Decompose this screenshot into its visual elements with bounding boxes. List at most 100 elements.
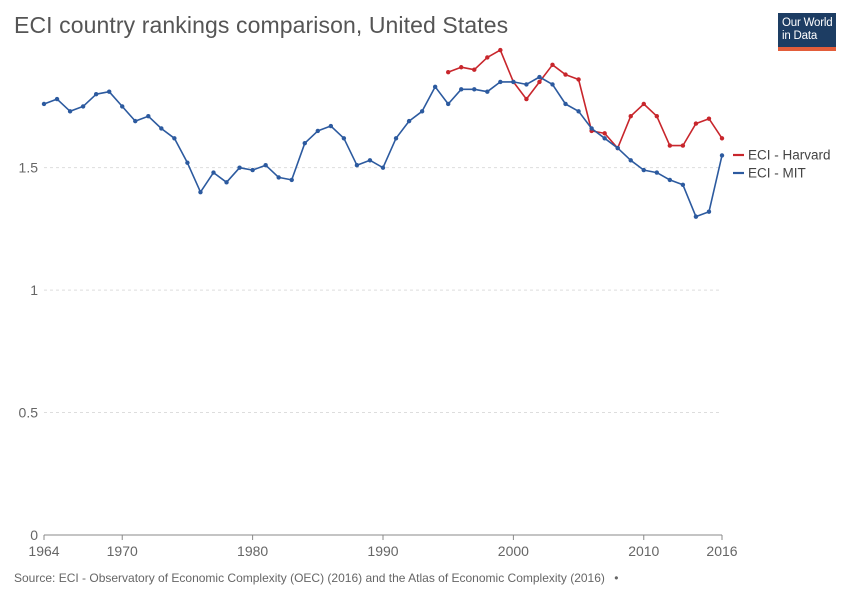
data-point-eci-harvard xyxy=(563,72,568,77)
data-point-eci-mit xyxy=(315,128,321,134)
y-tick-label: 1 xyxy=(30,282,38,298)
data-point-eci-mit xyxy=(263,163,268,168)
data-point-eci-mit xyxy=(406,118,412,124)
data-point-eci-mit xyxy=(563,101,568,107)
x-tick-label: 2016 xyxy=(706,543,737,559)
data-point-eci-mit xyxy=(576,109,581,114)
data-point-eci-mit xyxy=(641,167,646,173)
data-point-eci-mit xyxy=(432,84,438,90)
data-point-eci-harvard xyxy=(537,79,542,85)
data-point-eci-mit xyxy=(380,165,386,170)
data-point-eci-mit xyxy=(485,89,490,94)
source-dot: • xyxy=(614,571,619,585)
y-tick-label: 0.5 xyxy=(19,405,39,421)
series-line-eci-mit xyxy=(43,76,723,218)
data-point-eci-mit xyxy=(706,209,712,214)
y-tick-label: 1.5 xyxy=(19,160,39,176)
data-point-eci-mit xyxy=(589,126,594,131)
data-point-eci-mit xyxy=(615,145,620,151)
series-lines xyxy=(41,47,725,219)
y-tick-label: 0 xyxy=(30,527,38,543)
data-point-eci-harvard xyxy=(693,121,699,126)
data-point-eci-mit xyxy=(250,167,255,173)
data-point-eci-harvard xyxy=(550,62,555,67)
data-point-eci-mit xyxy=(80,104,86,109)
series-line-eci-harvard xyxy=(447,49,723,149)
data-point-eci-mit xyxy=(667,177,673,183)
data-point-eci-mit xyxy=(276,175,281,180)
data-point-eci-harvard xyxy=(576,77,581,82)
data-point-eci-harvard xyxy=(641,101,646,107)
data-point-eci-harvard xyxy=(602,131,607,136)
x-tick-label: 1970 xyxy=(107,543,138,559)
data-point-eci-mit xyxy=(302,140,307,146)
data-point-eci-harvard xyxy=(706,116,712,121)
legend: ECI - Harvard ECI - MIT xyxy=(733,148,831,181)
source-note: Source: ECI - Observatory of Economic Co… xyxy=(14,571,618,585)
data-point-eci-mit xyxy=(445,101,451,107)
data-point-eci-harvard xyxy=(667,143,673,148)
data-point-eci-mit xyxy=(472,87,477,92)
data-point-eci-mit xyxy=(54,96,60,102)
data-point-eci-harvard xyxy=(654,114,660,119)
data-point-eci-mit xyxy=(159,126,164,131)
data-point-eci-mit xyxy=(133,118,138,124)
data-point-eci-mit xyxy=(172,136,177,141)
data-point-eci-mit xyxy=(67,109,73,114)
data-point-eci-mit xyxy=(719,153,725,158)
data-point-eci-mit xyxy=(224,180,229,185)
data-point-eci-mit xyxy=(419,109,425,114)
owid-logo[interactable]: Our World in Data xyxy=(778,13,836,51)
data-point-eci-mit xyxy=(498,79,503,85)
data-point-eci-mit xyxy=(537,74,542,80)
data-point-eci-mit xyxy=(354,163,360,168)
source-text: Source: ECI - Observatory of Economic Co… xyxy=(14,571,605,585)
x-tick-label: 1990 xyxy=(367,543,398,559)
y-axis-ticks: 0 0.5 1 1.5 xyxy=(19,160,39,543)
data-point-eci-mit xyxy=(602,136,607,141)
x-axis: 1964 1970 1980 1990 2000 2010 2016 xyxy=(28,534,738,559)
data-point-eci-harvard xyxy=(472,67,477,72)
data-point-eci-mit xyxy=(367,158,373,163)
data-point-eci-mit xyxy=(198,189,203,195)
legend-label-eci-mit: ECI - MIT xyxy=(748,166,806,181)
x-tick-label: 1980 xyxy=(237,543,268,559)
data-point-eci-mit xyxy=(654,170,660,175)
data-point-eci-mit xyxy=(41,101,47,107)
data-point-eci-mit xyxy=(211,170,216,175)
data-point-eci-mit xyxy=(459,87,464,92)
x-tick-label: 2010 xyxy=(628,543,659,559)
data-point-eci-mit xyxy=(93,91,99,97)
data-point-eci-harvard xyxy=(680,143,686,148)
data-point-eci-mit xyxy=(393,136,399,141)
data-point-eci-harvard xyxy=(498,47,503,53)
data-point-eci-mit xyxy=(511,79,516,85)
data-point-eci-mit xyxy=(106,89,112,94)
data-point-eci-mit xyxy=(185,160,190,165)
data-point-eci-mit xyxy=(120,104,125,109)
data-point-eci-mit xyxy=(680,182,686,187)
data-point-eci-mit xyxy=(328,123,334,129)
logo-line-2: in Data xyxy=(782,30,818,42)
legend-label-eci-harvard: ECI - Harvard xyxy=(748,148,831,163)
data-point-eci-mit xyxy=(146,114,151,119)
data-point-eci-mit xyxy=(628,158,633,163)
data-point-eci-harvard xyxy=(459,65,464,70)
data-point-eci-harvard xyxy=(719,136,725,141)
x-tick-label: 2000 xyxy=(498,543,529,559)
logo-line-1: Our World xyxy=(782,17,833,29)
data-point-eci-mit xyxy=(341,136,347,141)
data-point-eci-harvard xyxy=(445,69,451,75)
data-point-eci-harvard xyxy=(628,114,633,119)
data-point-eci-mit xyxy=(524,82,529,87)
data-point-eci-mit xyxy=(237,165,242,170)
data-point-eci-mit xyxy=(693,214,699,219)
data-point-eci-harvard xyxy=(524,96,529,102)
data-point-eci-mit xyxy=(289,177,294,183)
x-tick-label: 1964 xyxy=(28,543,59,559)
data-point-eci-mit xyxy=(550,82,555,87)
gridlines xyxy=(44,167,722,414)
chart-title: ECI country rankings comparison, United … xyxy=(14,12,509,38)
data-point-eci-harvard xyxy=(485,55,490,60)
